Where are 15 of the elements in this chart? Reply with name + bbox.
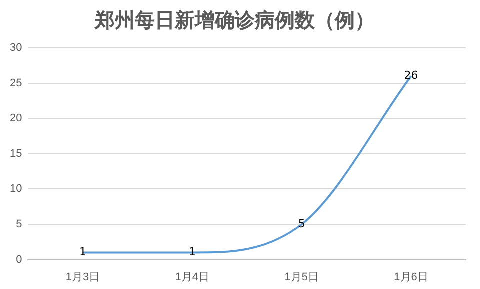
y-tick-label: 25 [10,77,22,90]
y-tick-label: 15 [10,148,22,160]
y-tick-label: 5 [16,218,22,231]
y-tick-label: 20 [10,112,22,125]
x-tick-label: 1月4日 [175,271,210,284]
data-label: 5 [298,217,306,230]
chart-title: 郑州每日新增确诊病例数（例） [94,8,375,32]
x-tick-label: 1月6日 [394,271,428,284]
x-tick-label: 1月3日 [66,271,100,284]
y-tick-label: 0 [16,254,22,266]
data-label: 26 [404,69,418,82]
x-tick-label: 1月5日 [284,271,319,284]
y-tick-label: 10 [10,183,22,196]
y-tick-label: 30 [10,42,22,54]
data-label: 1 [79,246,86,259]
